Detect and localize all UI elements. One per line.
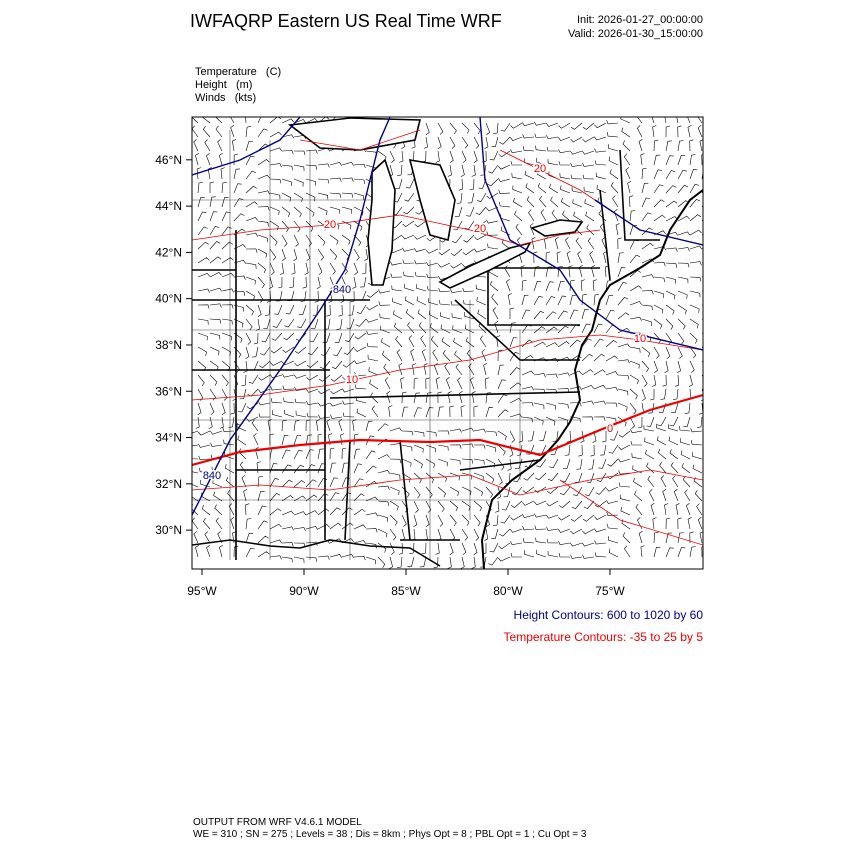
map-area bbox=[192, 117, 703, 569]
contour-label: 840 bbox=[333, 284, 351, 296]
x-tick-label: 75°W bbox=[595, 584, 625, 598]
map-frame bbox=[191, 116, 704, 570]
x-tick-label: 95°W bbox=[187, 584, 217, 598]
y-tick-label: 30°N bbox=[155, 523, 182, 537]
contour-label: 20 bbox=[534, 163, 546, 175]
field-label: Height (m) bbox=[195, 79, 252, 91]
state-borders bbox=[192, 117, 703, 569]
wind-barb-field bbox=[192, 117, 703, 569]
contour-label: 20 bbox=[474, 223, 486, 235]
temperature-legend: Temperature Contours: -35 to 25 by 5 bbox=[504, 630, 704, 644]
y-tick-label: 42°N bbox=[155, 245, 182, 259]
wind-barbs bbox=[192, 117, 703, 569]
contour-label: 840 bbox=[203, 470, 221, 482]
x-tick-label: 80°W bbox=[493, 584, 523, 598]
footer: OUTPUT FROM WRF V4.6.1 MODEL bbox=[193, 817, 362, 828]
contour-label: 20 bbox=[324, 219, 336, 231]
x-tick-label: 85°W bbox=[391, 584, 421, 598]
y-tick-label: 40°N bbox=[155, 292, 182, 306]
county-lines bbox=[192, 130, 580, 560]
init-time: Init: 2026-01-27_00:00:00 bbox=[577, 14, 703, 26]
x-tick-label: 90°W bbox=[289, 584, 319, 598]
y-tick-label: 38°N bbox=[155, 338, 182, 352]
contour-label: 10 bbox=[346, 374, 358, 386]
y-tick-label: 36°N bbox=[155, 384, 182, 398]
contour-label: 10 bbox=[634, 333, 646, 345]
title: IWFAQRP Eastern US Real Time WRF bbox=[190, 11, 502, 31]
freezing-contour bbox=[192, 393, 703, 467]
footer: WE = 310 ; SN = 275 ; Levels = 38 ; Dis … bbox=[193, 829, 587, 840]
height-legend: Height Contours: 600 to 1020 by 60 bbox=[514, 608, 704, 622]
y-tick-label: 44°N bbox=[155, 199, 182, 213]
contour-labels: 20 20 20 840 840 10 10 0 bbox=[201, 162, 647, 484]
field-label: Winds (kts) bbox=[195, 92, 256, 104]
y-tick-label: 32°N bbox=[155, 477, 182, 491]
height-contours bbox=[192, 117, 703, 516]
y-tick-label: 34°N bbox=[155, 431, 182, 445]
contour-label: 0 bbox=[607, 423, 613, 435]
temperature-contours bbox=[192, 129, 703, 546]
y-tick-label: 46°N bbox=[155, 153, 182, 167]
valid-time: Valid: 2026-01-30_15:00:00 bbox=[568, 28, 703, 40]
field-label: Temperature (C) bbox=[195, 66, 281, 78]
